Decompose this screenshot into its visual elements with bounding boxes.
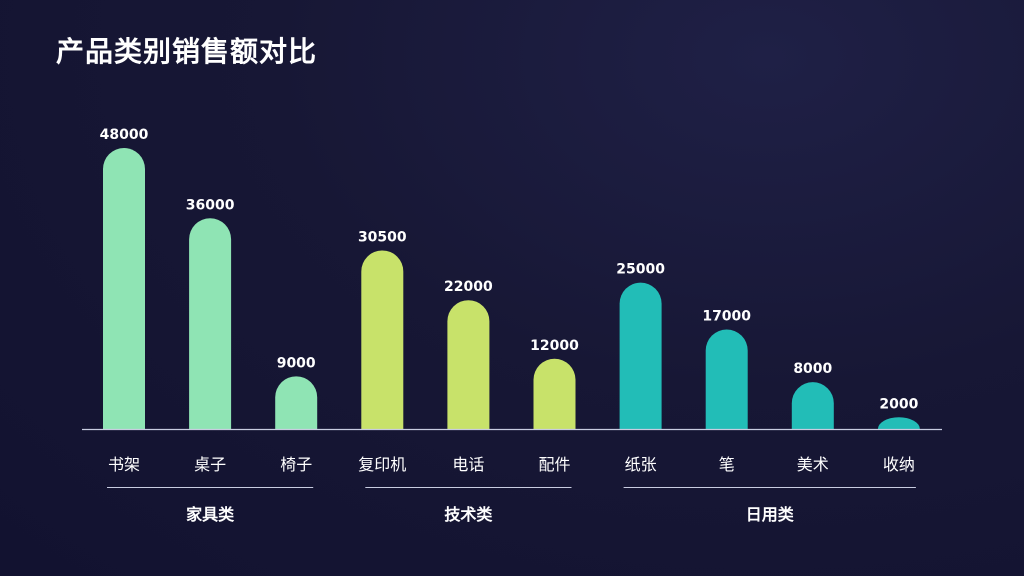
value-label-6: 12000 [530,338,579,354]
bar-1 [103,148,145,429]
value-label-3: 9000 [277,355,316,371]
bar-6 [533,358,576,429]
value-label-7: 25000 [616,262,665,278]
category-label-6: 配件 [538,455,570,474]
value-label-4: 30500 [358,229,407,245]
category-label-9: 美术 [797,455,829,474]
value-label-2: 36000 [186,197,235,213]
value-label-8: 17000 [702,308,751,324]
group-label-1: 家具类 [186,505,235,524]
bar-9 [791,382,834,429]
category-label-10: 收纳 [883,455,915,474]
bar-8 [705,329,748,429]
category-label-7: 纸张 [625,455,657,474]
value-label-5: 22000 [444,279,493,295]
category-label-3: 椅子 [280,455,312,474]
value-label-9: 8000 [793,361,832,377]
bar-7 [619,282,662,429]
value-label-10: 2000 [879,396,918,412]
category-label-4: 复印机 [358,455,406,474]
bar-3 [275,376,318,429]
bar-2 [189,218,232,429]
category-label-5: 电话 [452,455,484,474]
bar-4 [361,250,404,429]
group-label-2: 技术类 [444,505,493,524]
group-label-3: 日用类 [746,505,795,524]
category-label-2: 桌子 [194,455,226,474]
page-title: 产品类别销售额对比 [56,35,318,68]
category-label-8: 笔 [719,455,735,474]
value-label-1: 48000 [100,127,149,143]
bar-10 [877,417,920,429]
bar-5 [447,300,490,429]
category-label-1: 书架 [108,455,140,474]
